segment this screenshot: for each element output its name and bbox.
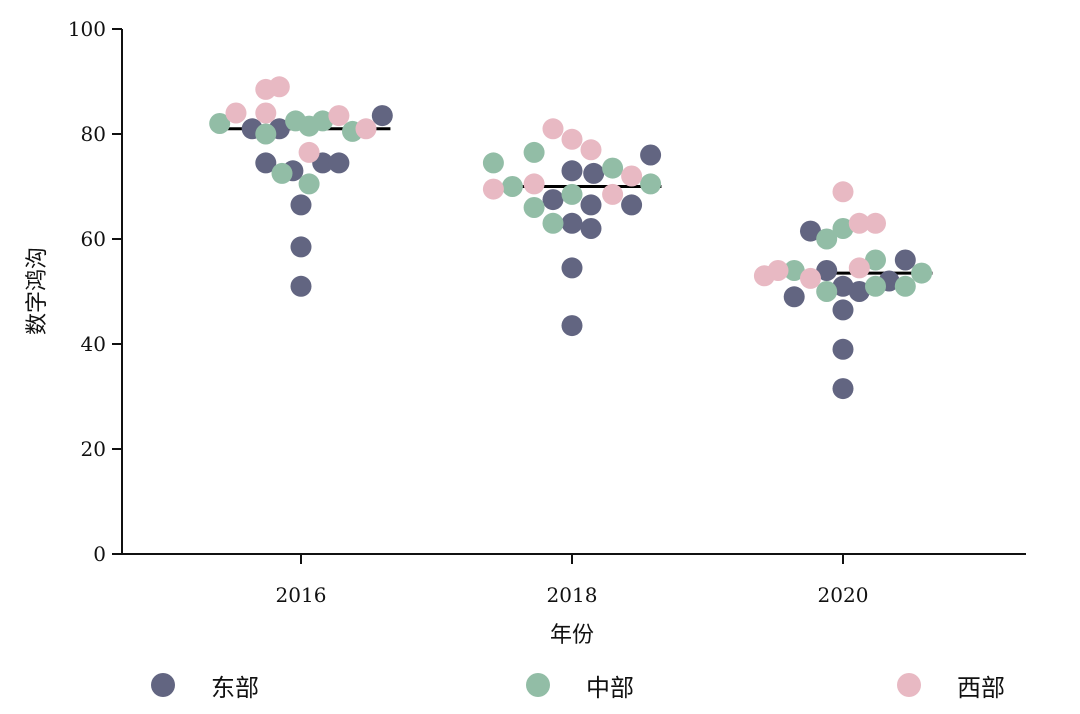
data-point-central xyxy=(312,110,334,132)
data-point-east xyxy=(328,152,350,174)
data-point-central xyxy=(865,249,886,271)
legend-swatch-east xyxy=(151,673,175,697)
data-point-east xyxy=(640,144,662,166)
data-point-central xyxy=(911,262,933,284)
data-point-east xyxy=(621,194,643,216)
data-point-west xyxy=(268,76,290,98)
data-point-central xyxy=(209,113,231,134)
data-point-central xyxy=(501,176,523,197)
data-point-central xyxy=(865,275,886,297)
data-point-west xyxy=(561,128,583,150)
data-point-central xyxy=(542,212,564,234)
data-point-west xyxy=(848,212,870,234)
data-point-east xyxy=(783,286,805,308)
data-point-west xyxy=(225,102,247,124)
x-axis xyxy=(122,553,1026,564)
data-point-east xyxy=(561,212,583,234)
data-point-west xyxy=(482,178,504,200)
data-point-east xyxy=(832,338,854,360)
data-point-east xyxy=(583,162,605,184)
y-tick-label: 20 xyxy=(81,437,106,461)
data-point-east xyxy=(290,236,312,258)
data-point-east xyxy=(542,189,564,211)
legend-label-east: 东部 xyxy=(211,673,259,702)
x-tick-label: 2018 xyxy=(547,583,598,607)
legend-swatch-west xyxy=(897,673,921,697)
data-point-central xyxy=(894,275,916,297)
data-point-central xyxy=(816,228,838,250)
data-point-east xyxy=(255,152,277,174)
y-tick-label: 0 xyxy=(93,542,106,566)
data-point-east xyxy=(848,281,870,302)
data-point-west xyxy=(621,165,643,187)
x-axis-title: 年份 xyxy=(550,623,594,648)
data-point-central xyxy=(482,152,504,174)
data-point-central xyxy=(783,260,805,281)
data-point-west xyxy=(523,173,545,195)
y-axis-title: 数字鸿沟 xyxy=(25,247,50,335)
beeswarm-chart: 2016 2018 2020 0 20 40 60 80 100 年份 数字鸿沟 xyxy=(25,17,1026,648)
legend-label-central: 中部 xyxy=(586,673,634,702)
data-point-central xyxy=(602,157,624,179)
data-point-east xyxy=(832,275,854,297)
data-point-west xyxy=(542,118,564,140)
y-tick-label: 100 xyxy=(68,17,106,41)
data-point-west xyxy=(255,102,277,124)
data-point-east xyxy=(800,220,821,242)
data-point-west xyxy=(848,257,870,279)
data-point-central xyxy=(561,183,583,205)
legend-item-central: 中部 xyxy=(526,660,634,710)
data-point-west xyxy=(767,260,789,281)
legend: 东部 中部 西部 xyxy=(0,660,1080,710)
data-point-central xyxy=(832,218,854,239)
data-point-east xyxy=(580,194,602,216)
data-points xyxy=(209,76,933,400)
legend-item-west: 西部 xyxy=(897,660,1005,710)
data-point-east xyxy=(561,257,583,279)
legend-swatch-central xyxy=(526,673,550,697)
data-point-east xyxy=(816,260,838,281)
data-point-east xyxy=(371,105,393,127)
y-tick-label: 40 xyxy=(81,332,106,356)
x-tick-labels: 2016 2018 2020 xyxy=(276,583,869,607)
data-point-west xyxy=(865,212,886,234)
data-point-central xyxy=(523,141,545,163)
data-point-east xyxy=(561,315,583,337)
data-point-east xyxy=(894,249,916,271)
data-point-central xyxy=(298,173,320,195)
legend-item-east: 东部 xyxy=(151,660,259,710)
data-point-east xyxy=(580,218,602,239)
data-point-central xyxy=(640,173,662,195)
y-tick-label: 60 xyxy=(81,227,106,251)
data-point-west xyxy=(602,183,624,205)
y-axis: 0 20 40 60 80 100 xyxy=(68,17,123,566)
data-point-east xyxy=(290,275,312,297)
data-point-central xyxy=(816,281,838,302)
data-point-west xyxy=(580,139,602,161)
data-point-west xyxy=(355,118,377,140)
data-point-central xyxy=(523,197,545,218)
y-tick-label: 80 xyxy=(81,122,106,146)
data-point-west xyxy=(328,105,350,127)
legend-label-west: 西部 xyxy=(957,673,1005,702)
data-point-east xyxy=(832,299,854,321)
data-point-east xyxy=(561,160,583,182)
x-tick-label: 2016 xyxy=(276,583,327,607)
data-point-east xyxy=(832,378,854,400)
data-point-central xyxy=(271,162,293,184)
data-point-west xyxy=(298,141,320,163)
data-point-east xyxy=(290,194,312,216)
data-point-central xyxy=(255,123,277,145)
data-point-west xyxy=(832,181,854,203)
x-tick-label: 2020 xyxy=(818,583,869,607)
data-point-west xyxy=(800,267,821,289)
